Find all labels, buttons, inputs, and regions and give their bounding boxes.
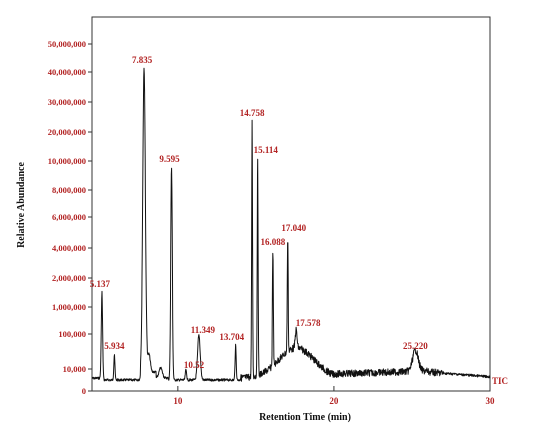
y-tick-label: 40,000,000 [48, 67, 86, 77]
y-tick-label: 10,000 [63, 364, 86, 374]
peak-label: 14.758 [240, 108, 265, 118]
y-tick-label: 50,000,000 [48, 39, 86, 49]
x-tick-label: 20 [329, 396, 339, 406]
tic-trace [91, 67, 491, 382]
y-tick-label: 10,000,000 [48, 156, 86, 166]
x-tick-label: 30 [486, 396, 496, 406]
peak-label: 5.934 [104, 341, 125, 351]
peak-label: 17.040 [281, 223, 306, 233]
peak-label: 16.088 [261, 237, 286, 247]
y-tick-label: 0 [82, 386, 86, 396]
peak-label: 17.578 [296, 318, 321, 328]
y-tick-label: 20,000,000 [48, 127, 86, 137]
peak-label: 11.349 [191, 325, 216, 335]
y-tick-label: 100,000 [58, 329, 86, 339]
x-axis-ticks: 10 20 30 [173, 386, 495, 406]
x-tick-label: 10 [173, 396, 183, 406]
trace-label: TIC [492, 376, 508, 386]
peak-label: 25.220 [403, 341, 428, 351]
y-tick-label: 1,000,000 [52, 302, 86, 312]
peak-label: 9.595 [159, 154, 180, 164]
peak-label: 5.137 [90, 279, 111, 289]
x-axis-label: Retention Time (min) [259, 412, 351, 423]
peak-label: 7.835 [132, 55, 153, 65]
y-axis-label: Relative Abundance [16, 162, 27, 248]
plot-frame [91, 16, 491, 392]
y-tick-label: 8,000,000 [52, 185, 86, 195]
peak-label: 15.114 [254, 145, 279, 155]
y-axis-ticks: 0 10,000 100,000 1,000,000 2,000,000 4,000,00… [48, 39, 92, 396]
y-tick-label: 2,000,000 [52, 273, 86, 283]
peak-label: 10.52 [184, 360, 205, 370]
y-tick-label: 30,000,000 [48, 97, 86, 107]
peak-label: 13.704 [219, 332, 244, 342]
y-tick-label: 4,000,000 [52, 243, 86, 253]
y-tick-label: 6,000,000 [52, 212, 86, 222]
